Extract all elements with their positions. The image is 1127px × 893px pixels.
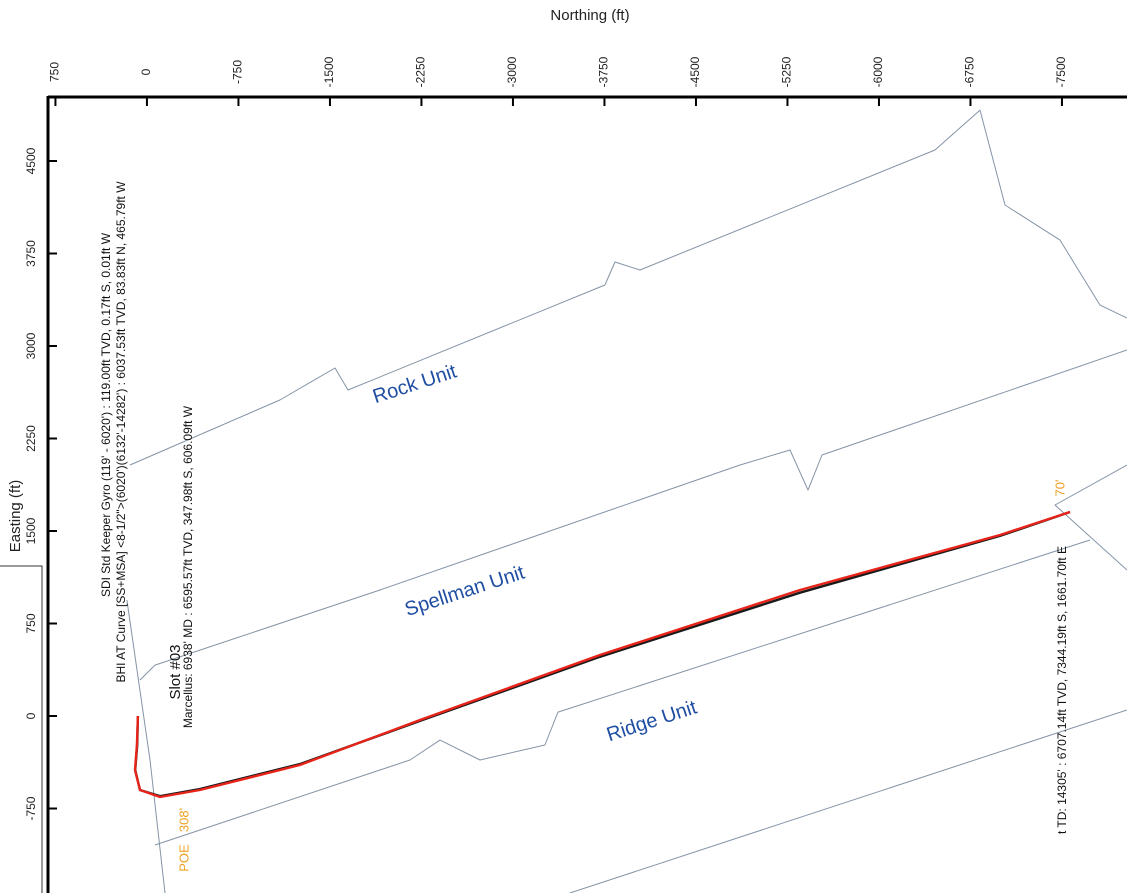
annotation: Slot #03: [167, 644, 184, 699]
y-tick-label: 3000: [24, 332, 38, 359]
x-tick-label: 0: [139, 68, 153, 75]
y-tick-label: 3750: [24, 240, 38, 267]
annotation: t TD: 14305' : 6707.14ft TVD, 7344.19ft …: [1055, 546, 1069, 834]
annotation: SDI Std Keeper Gyro (119' - 6020') : 119…: [99, 232, 113, 597]
series-line: [1054, 464, 1127, 571]
x-tick-label: -5250: [780, 56, 794, 87]
annotation: Marcellus: 6938' MD : 6595.57ft TVD, 347…: [181, 405, 195, 728]
x-tick-label: -3750: [597, 56, 611, 87]
series-line: [133, 510, 1071, 799]
y-tick-label: 1500: [24, 517, 38, 544]
x-tick-label: -6750: [963, 56, 977, 87]
y-axis-title: Easting (ft): [7, 480, 24, 553]
plot-area: [126, 109, 1127, 893]
x-tick-label: -750: [231, 60, 245, 84]
x-tick-label: -7500: [1054, 56, 1068, 87]
y-tick-label: 0: [24, 712, 38, 719]
annotation: 70': [1052, 480, 1067, 497]
legend-box-edge: [0, 565, 43, 893]
y-tick-label: -750: [24, 796, 38, 820]
annotation: 308': [176, 808, 191, 832]
x-tick-label: 750: [48, 62, 62, 82]
x-tick-label: -6000: [871, 56, 885, 87]
x-tick-label: -1500: [322, 56, 336, 87]
y-tick-label: 2250: [24, 425, 38, 452]
x-tick-label: -2250: [414, 56, 428, 87]
annotation: POE: [176, 844, 191, 872]
y-tick-label: 750: [24, 613, 38, 633]
series-line: [139, 349, 1127, 681]
x-tick-label: -3000: [505, 56, 519, 87]
series-line: [154, 539, 1091, 846]
series-line: [126, 599, 166, 893]
y-tick-label: 4500: [24, 147, 38, 174]
series-line: [129, 109, 1127, 466]
annotation: BHI AT Curve [SS+MSA] <8-1/2">(6020')(61…: [114, 181, 128, 683]
x-tick-label: -4500: [688, 56, 702, 87]
series-line: [569, 709, 1127, 893]
x-axis-title: Northing (ft): [550, 7, 629, 24]
